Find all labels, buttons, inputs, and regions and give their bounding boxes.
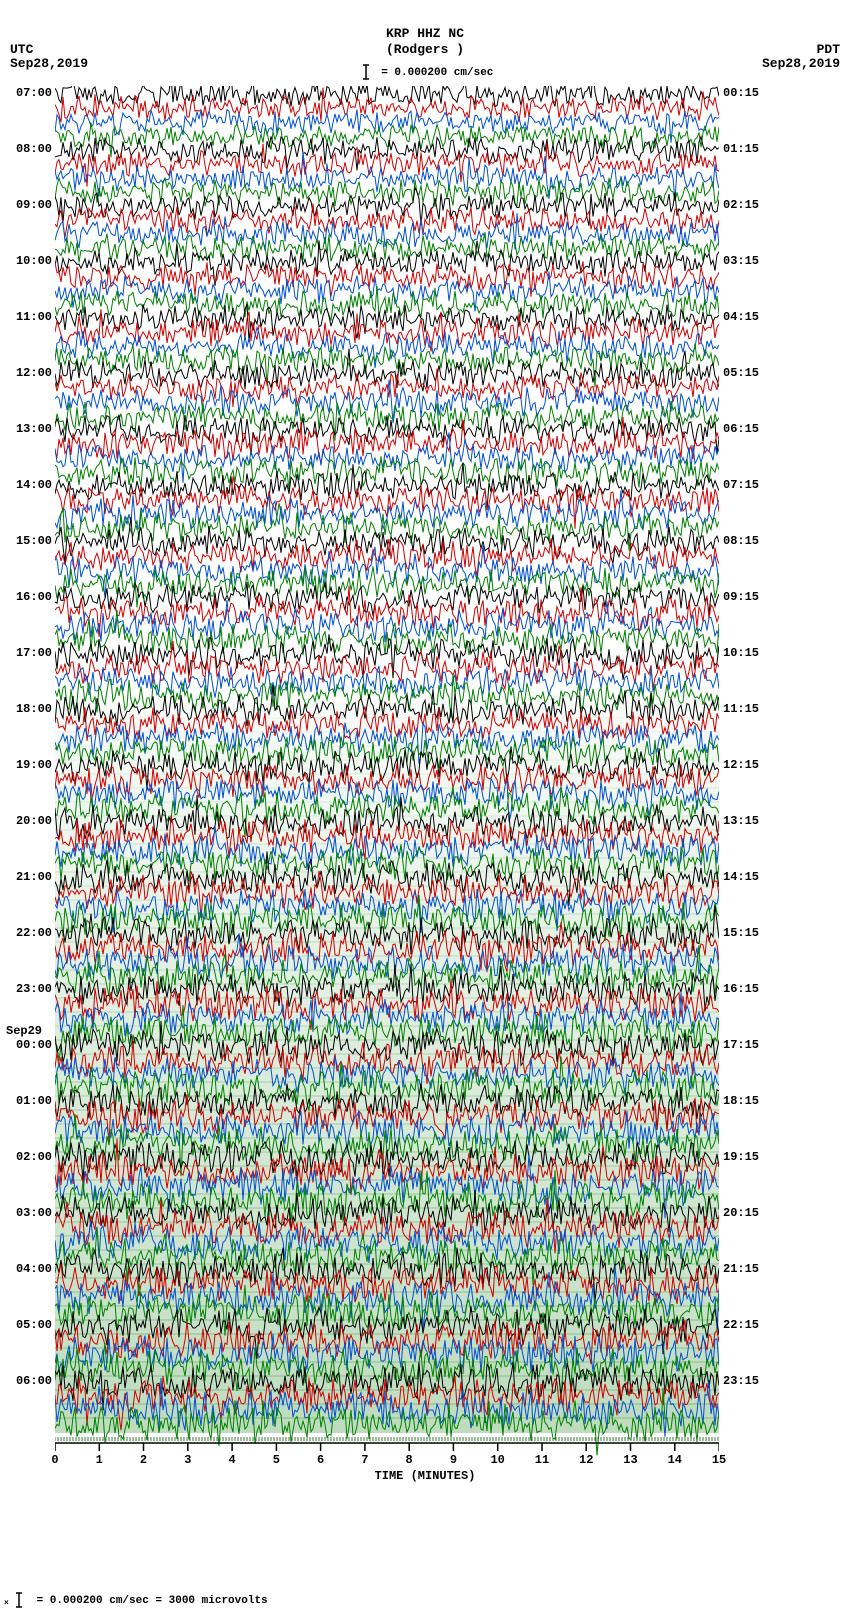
xaxis-tick-label: 0 (51, 1453, 58, 1467)
xaxis-tick-label: 13 (623, 1453, 637, 1467)
utc-hour-label: 13:00 (2, 422, 52, 436)
pdt-hour-label: 23:15 (723, 1374, 773, 1388)
utc-hour-label: 02:00 (2, 1150, 52, 1164)
xaxis-tick-label: 15 (712, 1453, 726, 1467)
xaxis-tick-label: 8 (406, 1453, 413, 1467)
xaxis-tick-label: 5 (273, 1453, 280, 1467)
utc-hour-label: 09:00 (2, 198, 52, 212)
left-timezone: UTC (10, 42, 33, 57)
utc-hour-label: 14:00 (2, 478, 52, 492)
xaxis-tick-label: 4 (228, 1453, 235, 1467)
utc-hour-label: 10:00 (2, 254, 52, 268)
utc-hour-label: 04:00 (2, 1262, 52, 1276)
pdt-hour-label: 12:15 (723, 758, 773, 772)
pdt-hour-label: 13:15 (723, 814, 773, 828)
pdt-hour-label: 03:15 (723, 254, 773, 268)
utc-hour-label: 05:00 (2, 1318, 52, 1332)
utc-hour-label: 06:00 (2, 1374, 52, 1388)
right-date: Sep28,2019 (762, 56, 840, 71)
xaxis-tick-label: 10 (490, 1453, 504, 1467)
utc-hour-label: 11:00 (2, 310, 52, 324)
pdt-hour-label: 09:15 (723, 590, 773, 604)
utc-hour-label: 18:00 (2, 702, 52, 716)
pdt-hour-label: 02:15 (723, 198, 773, 212)
pdt-hour-label: 07:15 (723, 478, 773, 492)
svg-text:×: × (4, 1599, 9, 1608)
seismic-trace (55, 415, 719, 455)
utc-hour-label: 20:00 (2, 814, 52, 828)
xaxis-tick-label: 7 (361, 1453, 368, 1467)
utc-hour-label: 00:00 (2, 1038, 52, 1052)
pdt-hour-label: 22:15 (723, 1318, 773, 1332)
utc-hour-label: 01:00 (2, 1094, 52, 1108)
xaxis-tick-label: 3 (184, 1453, 191, 1467)
date-break-label: Sep29 (6, 1024, 42, 1038)
utc-hour-label: 16:00 (2, 590, 52, 604)
seismic-trace (55, 433, 719, 483)
pdt-hour-label: 16:15 (723, 982, 773, 996)
pdt-hour-label: 00:15 (723, 86, 773, 100)
pdt-hour-label: 14:15 (723, 870, 773, 884)
utc-hour-label: 19:00 (2, 758, 52, 772)
utc-hour-label: 03:00 (2, 1206, 52, 1220)
pdt-hour-label: 21:15 (723, 1262, 773, 1276)
seismic-trace (55, 188, 719, 226)
footer-scale: × = 0.000200 cm/sec = 3000 microvolts (4, 1591, 268, 1609)
xaxis-tick-label: 2 (140, 1453, 147, 1467)
right-timezone: PDT (817, 42, 840, 57)
helicorder-plot (55, 86, 719, 1536)
scale-indicator: = 0.000200 cm/sec (0, 63, 850, 81)
pdt-hour-label: 04:15 (723, 310, 773, 324)
utc-hour-label: 23:00 (2, 982, 52, 996)
pdt-hour-label: 11:15 (723, 702, 773, 716)
pdt-hour-label: 20:15 (723, 1206, 773, 1220)
seismic-trace (55, 582, 719, 616)
seismic-trace (55, 456, 719, 489)
pdt-hour-label: 01:15 (723, 142, 773, 156)
utc-hour-label: 08:00 (2, 142, 52, 156)
pdt-hour-label: 06:15 (723, 422, 773, 436)
utc-hour-label: 15:00 (2, 534, 52, 548)
left-date: Sep28,2019 (10, 56, 88, 71)
seismic-trace (55, 136, 719, 170)
seismic-trace (55, 110, 719, 143)
xaxis-tick-label: 6 (317, 1453, 324, 1467)
footer-scale-text: = 0.000200 cm/sec = 3000 microvolts (37, 1595, 268, 1607)
utc-hour-label: 21:00 (2, 870, 52, 884)
station-subtitle: (Rodgers ) (0, 42, 850, 57)
seismic-trace (55, 232, 719, 263)
pdt-hour-label: 18:15 (723, 1094, 773, 1108)
xaxis-tick-label: 9 (450, 1453, 457, 1467)
seismic-trace (55, 178, 719, 207)
pdt-hour-label: 10:15 (723, 646, 773, 660)
pdt-hour-label: 17:15 (723, 1038, 773, 1052)
xaxis-tick-label: 1 (96, 1453, 103, 1467)
utc-hour-label: 22:00 (2, 926, 52, 940)
xaxis-tick-label: 11 (535, 1453, 549, 1467)
pdt-hour-label: 08:15 (723, 534, 773, 548)
xaxis-tick-label: 14 (668, 1453, 682, 1467)
utc-hour-label: 17:00 (2, 646, 52, 660)
xaxis-tick-label: 12 (579, 1453, 593, 1467)
pdt-hour-label: 19:15 (723, 1150, 773, 1164)
pdt-hour-label: 05:15 (723, 366, 773, 380)
utc-hour-label: 07:00 (2, 86, 52, 100)
scale-text: = 0.000200 cm/sec (381, 67, 493, 79)
pdt-hour-label: 15:15 (723, 926, 773, 940)
xaxis-title: TIME (MINUTES) (0, 1469, 850, 1483)
utc-hour-label: 12:00 (2, 366, 52, 380)
station-title: KRP HHZ NC (0, 26, 850, 41)
